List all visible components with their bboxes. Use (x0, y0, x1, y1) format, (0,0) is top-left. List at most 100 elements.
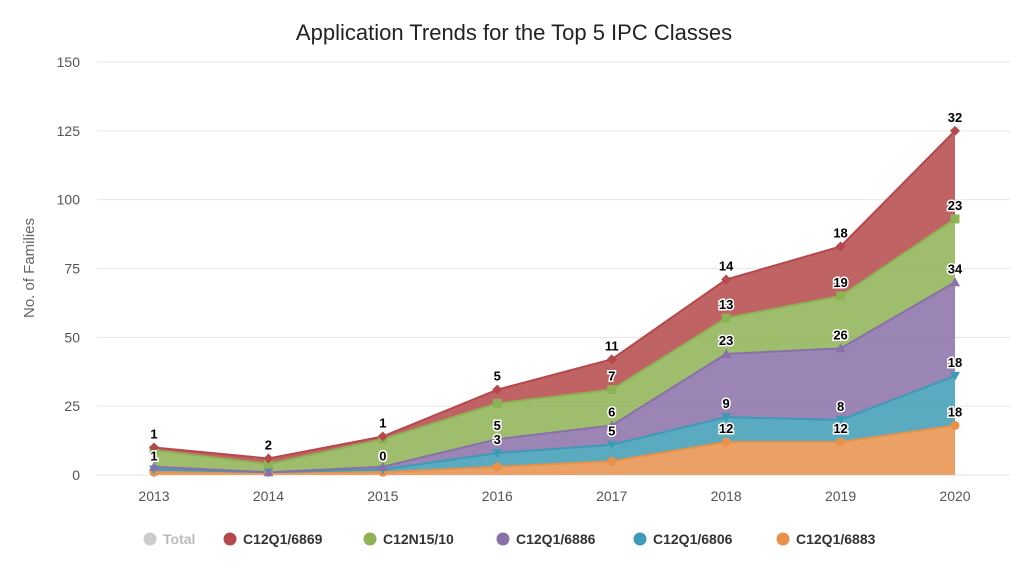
data-label: 7 (608, 369, 615, 384)
data-point[interactable] (492, 434, 503, 444)
data-point[interactable] (149, 461, 159, 471)
data-point[interactable] (721, 348, 732, 358)
data-point[interactable] (835, 241, 846, 252)
data-label: 32 (948, 110, 962, 125)
data-point[interactable] (492, 398, 502, 408)
data-point[interactable] (950, 125, 960, 136)
data-point[interactable] (721, 274, 732, 285)
data-point[interactable] (721, 413, 732, 423)
legend: Total C12Q1/6869 C12N15/10 C12Q1/6886 C12Q1/… (143, 531, 876, 547)
data-label: 11 (605, 338, 619, 353)
legend-label: C12Q1/6869 (243, 531, 323, 547)
data-point[interactable] (950, 277, 960, 287)
x-tick-label: 2015 (367, 488, 398, 504)
data-point[interactable] (606, 354, 617, 365)
legend-label: C12Q1/6883 (796, 531, 876, 547)
data-point[interactable] (836, 437, 846, 447)
y-tick-label: 50 (64, 329, 80, 345)
x-tick-label: 2020 (939, 488, 970, 504)
series-line (153, 130, 956, 460)
x-axis-ticks: 2013 2014 2015 2016 2017 2018 2019 2020 (138, 488, 970, 504)
legend-label: C12Q1/6806 (653, 531, 733, 547)
legend-marker (143, 532, 157, 546)
data-label: 5 (494, 418, 501, 433)
y-axis-ticks: 0 25 50 75 100 125 150 (57, 54, 81, 483)
data-label: 26 (833, 327, 847, 342)
legend-item-c12q1-6886[interactable]: C12Q1/6886 (496, 531, 596, 547)
legend-label: C12Q1/6886 (516, 531, 596, 547)
data-label: 1 (150, 426, 157, 441)
legend-marker (776, 532, 790, 546)
area-c12q1-6869[interactable] (154, 130, 955, 464)
data-point[interactable] (492, 462, 502, 472)
legend-item-c12q1-6883[interactable]: C12Q1/6883 (776, 531, 876, 547)
data-label: 12 (833, 421, 847, 436)
data-point[interactable] (492, 448, 503, 458)
data-label: 12 (719, 421, 733, 436)
area-c12q1-6886[interactable] (154, 282, 955, 473)
series-lines (153, 130, 956, 474)
data-label: 23 (948, 198, 962, 213)
legend-item-c12q1-6869[interactable]: C12Q1/6869 (223, 531, 323, 547)
y-axis-label: No. of Families (21, 218, 38, 318)
area-c12q1-6806[interactable] (154, 375, 955, 473)
series-markers (149, 125, 960, 478)
data-point[interactable] (607, 456, 617, 466)
legend-item-c12q1-6806[interactable]: C12Q1/6806 (633, 531, 733, 547)
grid-lines (97, 61, 1010, 476)
data-label: 19 (833, 275, 847, 290)
data-point[interactable] (606, 420, 617, 430)
legend-item-c12n15-10[interactable]: C12N15/10 (363, 531, 455, 547)
legend-marker (363, 532, 377, 546)
y-tick-label: 0 (72, 467, 80, 483)
legend-item-total[interactable]: Total (143, 531, 196, 547)
legend-label: Total (163, 531, 195, 547)
y-tick-label: 125 (57, 123, 81, 139)
data-point[interactable] (950, 420, 960, 430)
x-tick-label: 2019 (825, 488, 856, 504)
data-point[interactable] (606, 440, 617, 450)
data-point[interactable] (263, 459, 273, 469)
data-label: 9 (723, 396, 730, 411)
data-point[interactable] (377, 431, 388, 442)
data-label: 23 (719, 333, 733, 348)
data-point[interactable] (721, 437, 731, 447)
legend-marker (633, 532, 647, 546)
data-point[interactable] (263, 453, 274, 464)
data-label: 1 (150, 448, 157, 463)
data-point[interactable] (377, 461, 388, 471)
data-label: 13 (719, 297, 733, 312)
data-label: 1 (379, 415, 386, 430)
legend-marker (496, 532, 510, 546)
data-point[interactable] (835, 343, 846, 353)
y-tick-label: 75 (64, 261, 80, 277)
data-point[interactable] (950, 214, 960, 224)
x-tick-label: 2017 (596, 488, 627, 504)
area-c12n15-10[interactable] (154, 218, 955, 473)
legend-marker (223, 532, 237, 546)
data-point[interactable] (607, 385, 617, 395)
x-tick-label: 2016 (482, 488, 513, 504)
data-label: 18 (948, 355, 962, 370)
data-point[interactable] (263, 467, 274, 477)
data-label: 14 (719, 259, 734, 274)
legend-label: C12N15/10 (383, 531, 454, 547)
data-label: 6 (608, 404, 615, 419)
data-point[interactable] (149, 442, 159, 453)
y-tick-label: 100 (57, 192, 81, 208)
data-label: 5 (608, 424, 615, 439)
y-tick-label: 25 (64, 398, 80, 414)
data-point[interactable] (492, 384, 503, 395)
series-areas (154, 130, 955, 475)
data-label: 18 (833, 225, 847, 240)
area-c12q1-6883[interactable] (154, 425, 955, 475)
series-line (153, 281, 956, 474)
data-label: 34 (948, 261, 963, 276)
data-point[interactable] (950, 371, 960, 381)
data-point[interactable] (836, 291, 846, 301)
data-label: 8 (837, 399, 844, 414)
data-point[interactable] (721, 313, 731, 323)
series-line (153, 218, 956, 465)
data-point[interactable] (835, 415, 846, 425)
